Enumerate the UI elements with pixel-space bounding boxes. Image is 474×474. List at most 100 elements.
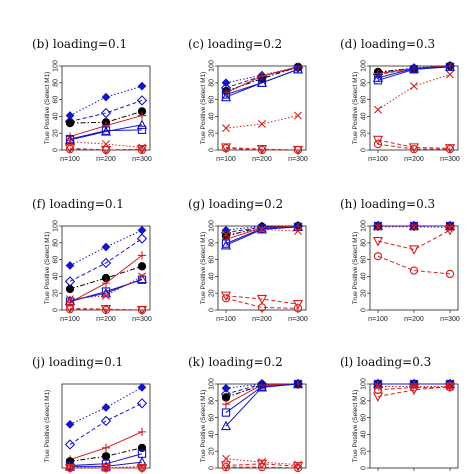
x-tick-label: n=200 — [96, 316, 116, 323]
data-point — [410, 222, 418, 231]
series-line — [69, 453, 143, 466]
data-point — [294, 111, 302, 120]
data-point — [136, 233, 148, 244]
data-point — [137, 427, 147, 436]
data-point — [221, 408, 231, 417]
series-line — [377, 66, 451, 81]
panel-title: (c) loading=0.2 — [188, 37, 282, 51]
y-tick-label: 80 — [361, 79, 368, 87]
data-point — [222, 454, 230, 463]
y-tick-label: 20 — [53, 289, 60, 297]
data-point — [100, 107, 112, 119]
y-tick-label: 40 — [53, 272, 60, 280]
x-tick-label: n=100 — [60, 316, 80, 323]
series-line — [70, 461, 143, 467]
data-point — [409, 145, 419, 154]
series-7 — [222, 454, 302, 469]
series-9 — [65, 305, 147, 315]
data-point — [292, 299, 304, 310]
y-tick-label: 80 — [53, 79, 60, 87]
series-line — [225, 115, 299, 129]
x-tick-label: n=200 — [252, 316, 272, 323]
y-tick-label: 100 — [361, 220, 368, 232]
series-line — [377, 73, 451, 111]
data-point — [372, 236, 384, 247]
data-point — [293, 463, 303, 473]
x-tick-label: n=100 — [368, 316, 388, 323]
y-tick-label: 0 — [361, 466, 368, 470]
plot-frame — [217, 225, 307, 311]
series-9 — [373, 383, 455, 395]
y-axis-label: True Positive (Select M1) — [44, 232, 51, 305]
panel-title: (h) loading=0.3 — [340, 197, 435, 211]
series-line — [69, 279, 143, 303]
data-point — [137, 305, 147, 315]
data-point — [137, 463, 147, 473]
data-point — [373, 76, 383, 85]
series-line — [225, 295, 299, 305]
y-tick-label: 80 — [361, 397, 368, 405]
data-point — [136, 119, 148, 129]
data-point — [101, 443, 111, 452]
data-point — [409, 383, 419, 392]
series-line — [377, 255, 451, 275]
data-point — [136, 95, 148, 106]
data-point — [101, 452, 111, 461]
series-3 — [65, 262, 147, 294]
x-tick-label: n=100 — [368, 156, 388, 163]
y-tick-label: 0 — [209, 308, 216, 312]
x-tick-label: n=300 — [288, 316, 308, 323]
data-point — [409, 221, 419, 231]
panel-title: (l) loading=0.3 — [340, 355, 431, 369]
data-point — [408, 63, 420, 73]
y-tick-label: 40 — [361, 272, 368, 280]
data-point — [374, 105, 382, 114]
data-point — [222, 230, 230, 239]
series-6 — [373, 221, 455, 231]
data-point — [101, 403, 111, 412]
data-point — [65, 463, 75, 473]
series-7 — [222, 225, 302, 239]
data-point — [258, 225, 266, 234]
series-line — [69, 129, 143, 140]
y-tick-label: 20 — [361, 447, 368, 455]
data-point — [65, 305, 75, 314]
series-line — [225, 147, 298, 151]
data-point — [220, 420, 232, 431]
y-tick-label: 60 — [209, 414, 216, 422]
data-point — [65, 118, 75, 128]
x-tick-label: n=300 — [440, 156, 460, 163]
data-point — [372, 135, 384, 146]
y-tick-label: 0 — [209, 148, 216, 152]
data-point — [445, 62, 455, 71]
y-tick-label: 20 — [361, 129, 368, 137]
data-point — [101, 305, 111, 315]
x-tick-label: n=200 — [96, 156, 116, 163]
y-tick-label: 0 — [361, 308, 368, 312]
series-7 — [374, 222, 454, 232]
x-tick-label: n=300 — [132, 316, 152, 323]
y-tick-label: 60 — [361, 256, 368, 264]
data-point — [101, 145, 111, 155]
y-axis-label: True Positive (Select M1) — [44, 390, 51, 463]
series-6 — [221, 65, 303, 99]
y-tick-label: 20 — [209, 447, 216, 455]
series-9 — [65, 145, 147, 155]
series-2 — [64, 398, 148, 450]
data-point — [137, 225, 147, 235]
data-point — [64, 439, 76, 450]
data-point — [257, 78, 267, 87]
series-1 — [65, 225, 147, 270]
data-point — [64, 144, 76, 154]
panel-7: (j) loading=0.1 True Positive (Select M1)… — [32, 355, 151, 474]
data-point — [410, 82, 418, 91]
data-point — [65, 261, 75, 270]
data-point — [137, 125, 147, 134]
data-point — [64, 304, 76, 314]
data-point — [408, 143, 420, 153]
series-4 — [65, 111, 147, 141]
